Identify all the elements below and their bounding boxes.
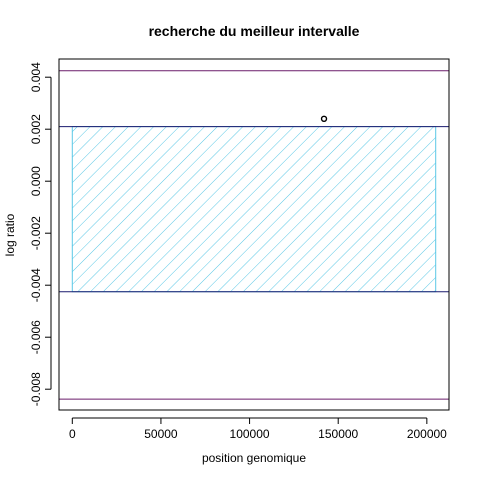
y-axis-label: log ratio xyxy=(3,213,17,256)
plot-area xyxy=(59,70,449,400)
axes: 0 50000 100000 150000 200000 -0.008 -0.006 -0.0… xyxy=(29,62,447,441)
y-tick-label: -0.004 xyxy=(29,268,43,302)
y-tick-label: -0.006 xyxy=(29,320,43,354)
x-tick-label: 100000 xyxy=(230,427,270,441)
y-tick-label: 0.002 xyxy=(29,114,43,144)
x-tick-label: 150000 xyxy=(318,427,358,441)
data-point xyxy=(320,115,328,123)
y-tick-label: 0.000 xyxy=(29,166,43,196)
y-tick-label: -0.008 xyxy=(29,372,43,406)
x-tick-label: 0 xyxy=(69,427,76,441)
x-tick-label: 50000 xyxy=(144,427,178,441)
y-tick-label: 0.004 xyxy=(29,62,43,92)
plot-frame xyxy=(58,58,450,411)
x-tick-label: 200000 xyxy=(407,427,447,441)
interval-rect xyxy=(71,126,437,293)
chart-title: recherche du meilleur intervalle xyxy=(149,23,360,39)
x-axis-label: position genomique xyxy=(202,451,306,465)
y-tick-label: -0.002 xyxy=(29,216,43,250)
